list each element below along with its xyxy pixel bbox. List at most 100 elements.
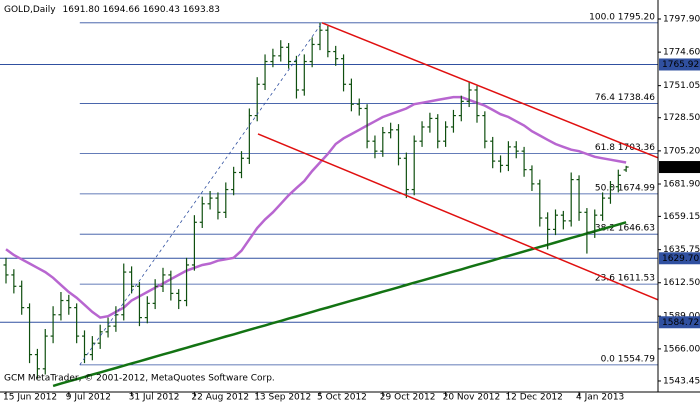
fib-label: 38.2 1646.63: [595, 224, 655, 234]
ohlc-bar: [419, 121, 425, 147]
ohlc-bar: [600, 192, 606, 221]
y-tick-label: 1659.15: [663, 212, 700, 222]
ohlc-bar: [50, 306, 56, 344]
ohlc-bar: [458, 95, 464, 122]
y-tick-label: 1566.00: [663, 344, 700, 354]
ohlc-bar: [435, 114, 441, 149]
x-tick-label: 29 Oct 2012: [380, 393, 436, 402]
plot: 100.0 1795.20 76.4 1738.46 61.8 1703.36 50.…: [0, 12, 659, 388]
ohlc-bar: [286, 43, 292, 69]
ohlc-bar: [364, 104, 370, 149]
ohlc-bar: [66, 294, 72, 315]
price-tag-label: 1629.70: [662, 254, 699, 264]
ohlc-bar: [443, 121, 449, 147]
ohlc-bar: [513, 141, 519, 159]
x-tick-label: 4 Jan 2013: [576, 393, 624, 402]
ohlc-bar: [105, 317, 111, 338]
ohlc-bar: [623, 165, 629, 172]
ohlc-bar: [505, 141, 511, 172]
moving-average: [52, 221, 627, 388]
ohlc-bar: [396, 124, 401, 166]
ohlc-bar: [592, 209, 598, 238]
ohlc-bar: [553, 209, 558, 236]
x-tick-label: 22 Aug 2012: [191, 393, 249, 402]
ohlc-bar: [239, 151, 244, 179]
ohlc-bar: [168, 270, 174, 301]
price-tag: [659, 252, 700, 265]
ohlc-bar: [293, 55, 299, 99]
ohlc-bar: [97, 324, 103, 349]
copyright: GCM MetaTrader, © 2001-2012, MetaQuotes …: [4, 374, 275, 384]
ohlc-bar: [521, 146, 527, 177]
trendline: [257, 133, 659, 301]
x-tick-label: 5 Oct 2012: [317, 393, 367, 402]
ohlc-bar: [3, 257, 9, 284]
y-tick-label: 1705.20: [663, 146, 700, 156]
ohlc-bar: [121, 263, 127, 321]
ohlc-bar: [176, 289, 182, 310]
ohlc-bar: [160, 267, 166, 292]
ohlc-bar: [136, 282, 142, 327]
fib-label: 50.0 1674.99: [595, 183, 655, 193]
ohlc-bar: [607, 181, 613, 204]
trendline: [79, 22, 323, 366]
ohlc-bar: [584, 208, 590, 254]
ohlc-bar: [427, 112, 433, 133]
ohlc-bar: [529, 165, 535, 191]
ohlc-bar: [11, 269, 17, 294]
ohlc-bar: [450, 109, 456, 133]
x-tick-label: 15 Jun 2012: [3, 393, 57, 402]
ohlc-bar: [223, 182, 229, 219]
ohlc-bar: [74, 303, 80, 344]
current-price: 1693.83: [662, 163, 699, 173]
ohlc-bar: [568, 172, 574, 227]
y-tick-label: 1635.75: [663, 245, 700, 255]
ohlc-bar: [615, 169, 621, 193]
ohlc-bar: [545, 212, 551, 250]
ohlc-bar: [403, 152, 409, 199]
ohlc-bar: [184, 257, 190, 307]
x-tick-label: 12 Dec 2012: [505, 393, 563, 402]
y-tick-label: 1612.50: [663, 278, 700, 288]
ohlc-bar: [388, 122, 394, 139]
ohlc-bar: [498, 155, 504, 173]
ohlc-bar: [262, 54, 268, 90]
fib-label: 23.6 1611.53: [595, 274, 655, 284]
moving-average: [5, 95, 627, 319]
ohlc-bar: [482, 111, 488, 149]
fib-label: 100.0 1795.20: [589, 12, 655, 22]
ohlc-bar: [58, 291, 64, 321]
ohlc-bar: [317, 22, 323, 51]
ohlc-bar: [113, 306, 119, 332]
ohlc-bar: [309, 37, 315, 68]
fib-label: 0.0 1554.79: [601, 354, 656, 364]
ohlc-bar: [191, 215, 197, 271]
price-tag: [659, 58, 700, 71]
ohlc-bar: [246, 108, 252, 164]
ohlc-bar: [231, 166, 237, 196]
ohlc-bar: [380, 126, 386, 157]
ohlc-bar: [27, 303, 33, 364]
fib-label: 61.8 1703.36: [595, 143, 655, 153]
ohlc-bar: [348, 78, 354, 112]
low: 1690.43: [143, 5, 180, 15]
ohlc-bar: [466, 81, 472, 108]
x-tick-label: 9 Jul 2012: [66, 393, 111, 402]
ohlc-bar: [356, 98, 362, 116]
ohlc-bar: [537, 179, 543, 227]
close: 1693.83: [183, 5, 220, 15]
ohlc-bar: [42, 328, 48, 375]
ohlc-bar: [215, 192, 221, 220]
price-tag-label: 1584.72: [662, 318, 699, 328]
y-tick-label: 1681.90: [663, 180, 700, 190]
chart-title: GOLD,Daily 1691.80 1694.66 1690.43 1693.…: [4, 5, 220, 15]
ohlc-bar: [34, 348, 40, 379]
ohlc-bar: [152, 279, 158, 310]
y-tick-label: 1543.45: [663, 376, 700, 386]
ohlc-bar: [576, 175, 582, 221]
price-tag-label: 1765.92: [662, 60, 699, 70]
ohlc-bar: [301, 54, 307, 96]
open: 1691.80: [63, 5, 100, 15]
